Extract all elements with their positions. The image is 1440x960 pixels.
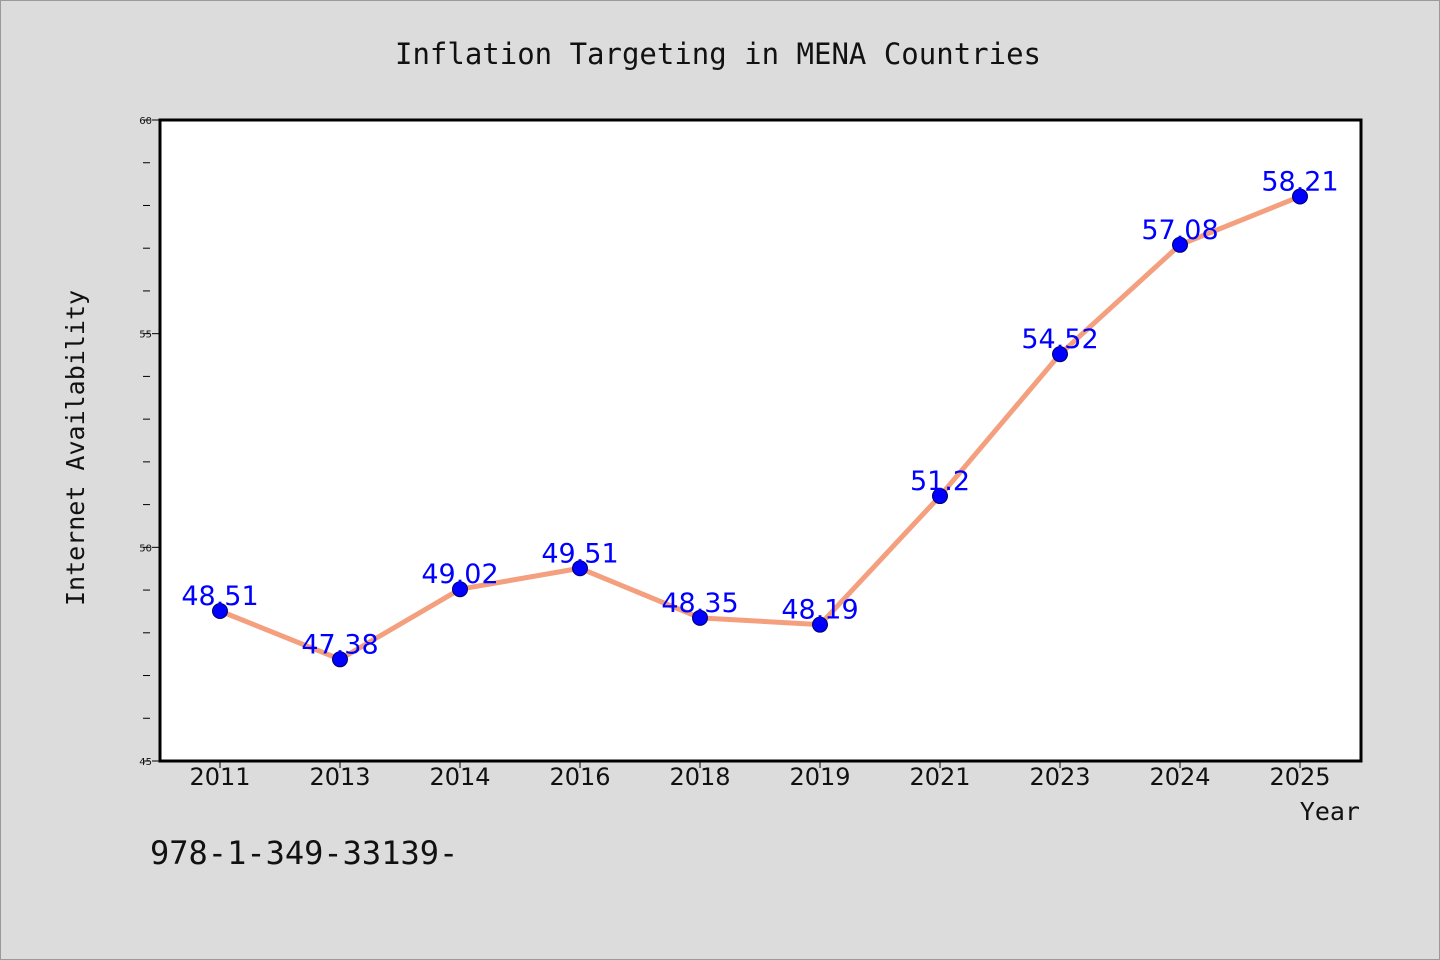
data-markers: [212, 188, 1308, 668]
data-label: 48.35: [661, 588, 738, 619]
data-point: [812, 616, 828, 633]
series-line-layer: [217, 193, 1303, 662]
x-tick-label: 2023: [1029, 763, 1090, 791]
x-tick-label: 2011: [189, 763, 250, 791]
x-axis-label: Year: [1300, 797, 1360, 826]
x-tick-label: 2024: [1149, 763, 1210, 791]
footer-code: 978-1-349-33139-: [150, 834, 458, 872]
data-point: [1292, 188, 1308, 205]
data-point: [692, 609, 708, 626]
x-tick-label: 2021: [909, 763, 970, 791]
data-labels: 48.51 47.38 49.02 49.51 48.35 48.19 51.2 54.52 5…: [181, 166, 1338, 660]
y-axis-label: Internet Availability: [61, 290, 90, 606]
x-tick-label: 2013: [309, 763, 370, 791]
plot-area: [158, 118, 1363, 763]
data-label: 48.19: [781, 595, 858, 626]
data-point: [332, 651, 348, 668]
y-tick-label: 50: [139, 543, 152, 554]
data-label: 51.2: [910, 466, 970, 497]
x-tick-label: 2018: [669, 763, 730, 791]
series-line: [217, 193, 1303, 662]
y-tick-label: 60: [139, 116, 152, 127]
x-tick-label: 2019: [789, 763, 850, 791]
data-point: [572, 560, 588, 577]
y-tick-label: 45: [139, 757, 152, 768]
axis-ticks: 45 50 55 60 2011 2013 2014 2016 2018 2019 2021 2023…: [139, 116, 1330, 791]
data-label: 49.02: [421, 559, 498, 590]
x-tick-label: 2016: [549, 763, 610, 791]
data-label: 48.51: [181, 581, 258, 612]
data-point: [452, 581, 468, 598]
data-point: [932, 488, 948, 505]
data-label: 57.08: [1141, 215, 1218, 246]
data-point: [212, 603, 228, 620]
chart-title: Inflation Targeting in MENA Countries: [395, 37, 1041, 71]
data-point: [1052, 346, 1068, 363]
y-tick-label: 55: [139, 330, 152, 341]
data-label: 47.38: [301, 629, 378, 660]
x-tick-label: 2014: [429, 763, 490, 791]
data-point: [1172, 236, 1188, 253]
data-label: 49.51: [541, 538, 618, 569]
x-tick-label: 2025: [1269, 763, 1330, 791]
data-label: 58.21: [1261, 166, 1338, 197]
data-label: 54.52: [1021, 324, 1098, 355]
